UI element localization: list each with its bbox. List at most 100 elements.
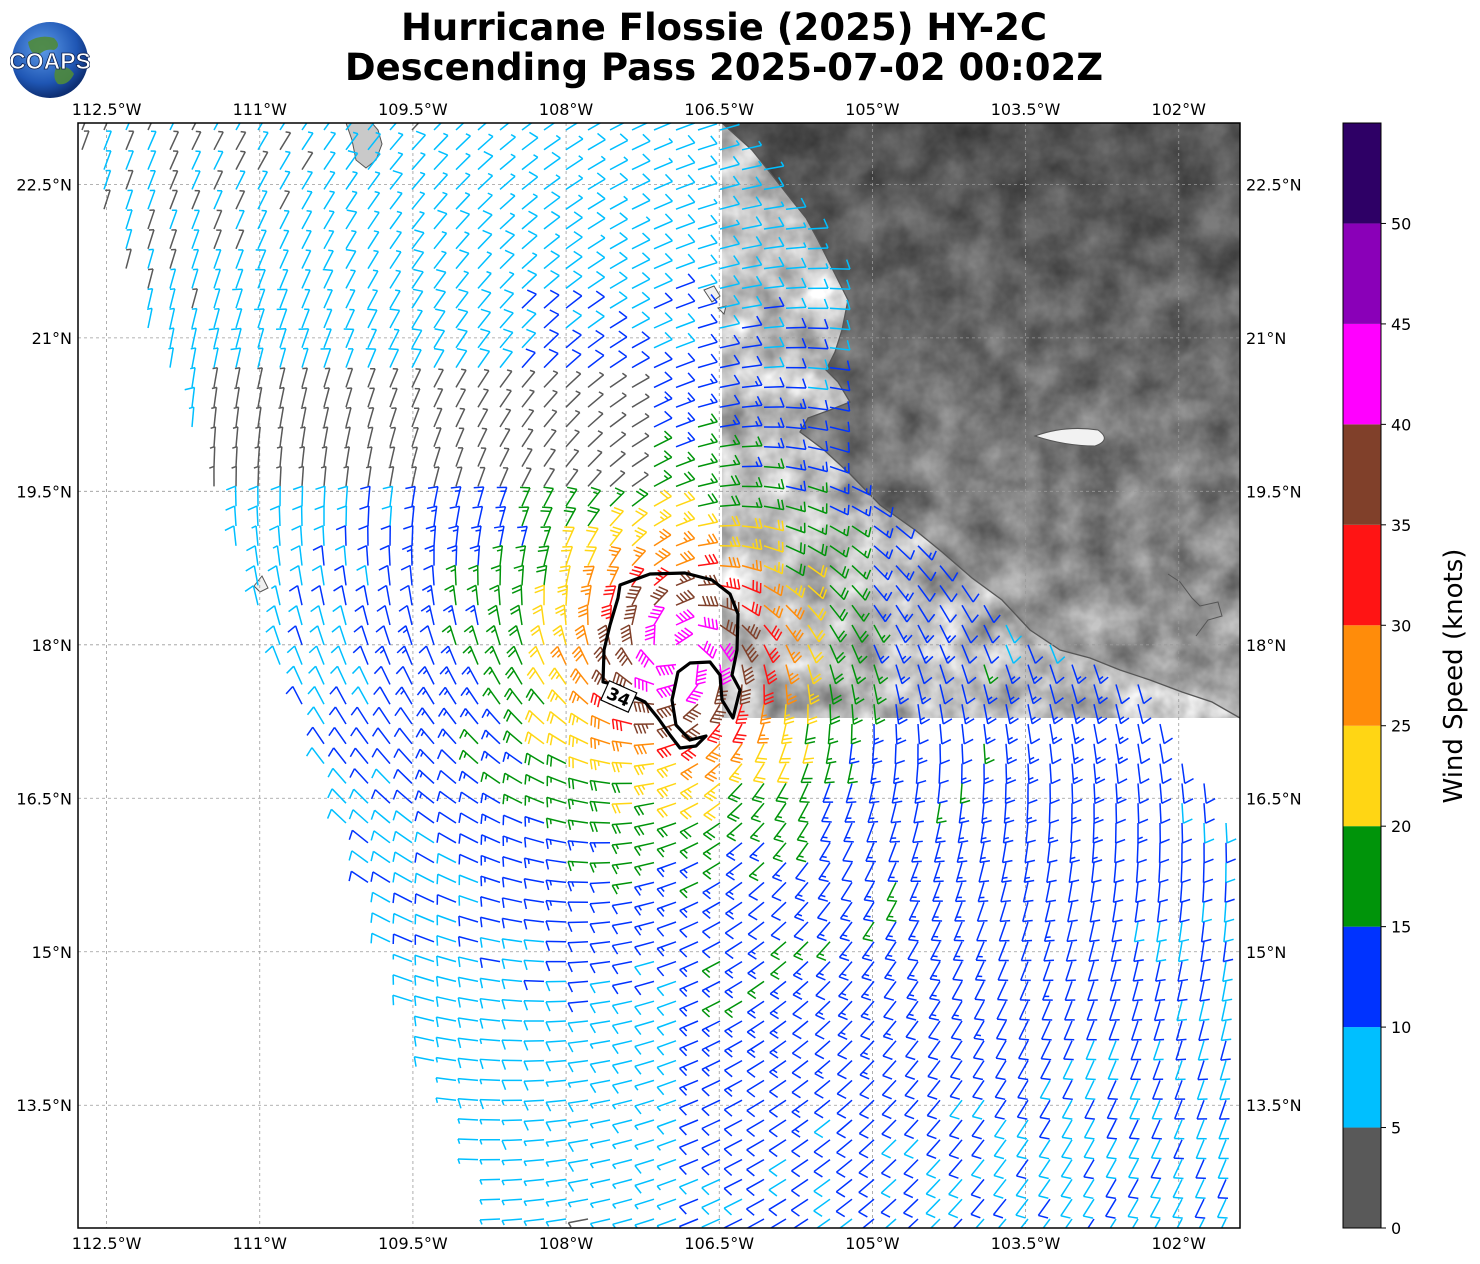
colorbar-frame — [1342, 122, 1382, 1229]
wind-barb — [653, 508, 672, 527]
wind-barb — [1005, 704, 1019, 725]
wind-barb — [587, 349, 605, 369]
wind-barb — [785, 584, 806, 599]
wind-barb — [479, 1218, 501, 1225]
wind-barb — [1062, 1080, 1073, 1101]
wind-barb — [653, 272, 673, 290]
axis-tick-labels: 112.5°W112.5°W111°W111°W109.5°W109.5°W10… — [16, 100, 1301, 1253]
wind-barb — [633, 842, 655, 856]
wind-barb — [1151, 1119, 1162, 1140]
wind-barb — [502, 793, 523, 805]
wind-barb — [589, 960, 611, 974]
wind-barb — [348, 809, 369, 824]
colorbar-tick-label: 5 — [1391, 1119, 1401, 1138]
wind-barb — [323, 123, 330, 131]
wind-barb — [523, 979, 545, 991]
wind-barb — [612, 1119, 633, 1134]
wind-barb — [723, 1099, 743, 1117]
wind-barb — [480, 896, 501, 907]
wind-barb — [841, 862, 853, 883]
wind-barb — [1083, 1139, 1095, 1160]
wind-barb — [433, 387, 444, 408]
wind-barb — [436, 894, 457, 905]
wind-barb — [444, 584, 457, 606]
wind-barb — [747, 960, 765, 980]
wind-barb — [458, 894, 479, 906]
wind-barb — [1195, 1159, 1206, 1180]
wind-barb — [589, 861, 611, 873]
wind-barb — [703, 802, 721, 822]
wind-barb — [332, 605, 347, 626]
wind-barb — [814, 1020, 831, 1040]
wind-barb — [414, 872, 435, 884]
wind-barb — [884, 961, 897, 982]
wind-barb — [656, 1139, 677, 1151]
wind-barb — [749, 842, 765, 862]
wind-barb — [253, 465, 260, 487]
wind-barb — [169, 229, 178, 250]
wind-barb — [1061, 1119, 1073, 1140]
wind-barb — [232, 445, 238, 467]
wind-barb — [359, 505, 370, 527]
wind-barb — [411, 368, 422, 388]
wind-barb — [312, 545, 325, 566]
wind-barb — [392, 953, 413, 963]
wind-barb — [546, 710, 567, 725]
wind-barb — [421, 584, 435, 606]
wind-barb — [191, 123, 197, 131]
wind-barb — [389, 191, 403, 210]
wind-barb — [675, 194, 696, 210]
wind-barb — [769, 1040, 787, 1059]
wind-barb — [851, 624, 869, 643]
wind-barb — [763, 216, 785, 230]
wind-barb — [1133, 921, 1145, 943]
wind-barb — [523, 1079, 545, 1091]
wind-barb — [565, 123, 579, 131]
wind-barb — [503, 709, 523, 725]
wind-barb — [917, 743, 928, 765]
wind-barb — [469, 544, 481, 566]
wind-barb — [414, 974, 435, 986]
wind-barb — [559, 565, 571, 586]
wind-barb — [1088, 921, 1100, 943]
wind-barb — [545, 1158, 567, 1167]
wind-barb — [523, 1000, 545, 1011]
wind-barb — [457, 996, 479, 1008]
wind-barb — [785, 358, 807, 369]
wind-barb — [648, 605, 665, 626]
wind-barb — [609, 450, 626, 468]
wind-barb — [719, 474, 741, 488]
wind-barb — [479, 916, 501, 928]
wind-barb — [891, 783, 903, 804]
wind-barb — [545, 858, 567, 870]
wind-barb — [103, 130, 112, 151]
wind-barb — [455, 388, 467, 408]
wind-barb — [1153, 1020, 1165, 1041]
wind-barb — [719, 294, 741, 309]
wind-barb — [723, 1158, 743, 1177]
lon-label-top: 102°W — [1152, 100, 1207, 119]
wind-barb — [653, 430, 673, 448]
wind-barb — [532, 604, 545, 626]
wind-barb — [862, 901, 875, 922]
wind-barb — [679, 921, 699, 938]
wind-barb — [503, 687, 523, 705]
wind-barb — [726, 822, 743, 842]
wind-barb — [330, 645, 347, 665]
wind-barb — [792, 1000, 809, 1020]
wind-barb — [524, 709, 545, 725]
wind-barb — [1037, 1198, 1051, 1219]
wind-barb — [545, 838, 567, 850]
wind-barb — [442, 604, 457, 626]
wind-barb — [477, 388, 489, 408]
wind-barb — [1016, 1099, 1029, 1120]
wind-barb — [873, 644, 890, 664]
wind-barb — [479, 1118, 501, 1125]
wind-barb — [523, 1178, 545, 1187]
wind-barb — [609, 506, 624, 527]
wind-barb — [881, 1079, 897, 1100]
wind-barb — [301, 210, 313, 230]
wind-barb — [1175, 1040, 1187, 1061]
wind-barb — [590, 714, 611, 730]
wind-barb — [543, 328, 559, 349]
